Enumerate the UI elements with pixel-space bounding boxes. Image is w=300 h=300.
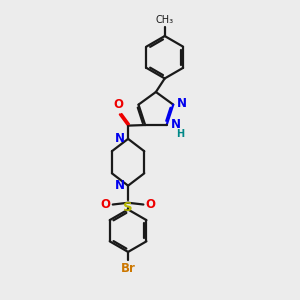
- Text: O: O: [113, 98, 123, 112]
- Text: N: N: [171, 118, 181, 131]
- Text: N: N: [115, 179, 124, 192]
- Text: CH₃: CH₃: [156, 15, 174, 25]
- Text: N: N: [177, 97, 188, 110]
- Text: N: N: [115, 132, 124, 146]
- Text: Br: Br: [121, 262, 136, 275]
- Text: O: O: [146, 198, 156, 211]
- Text: O: O: [100, 198, 110, 211]
- Text: H: H: [176, 129, 184, 139]
- Text: S: S: [123, 201, 133, 214]
